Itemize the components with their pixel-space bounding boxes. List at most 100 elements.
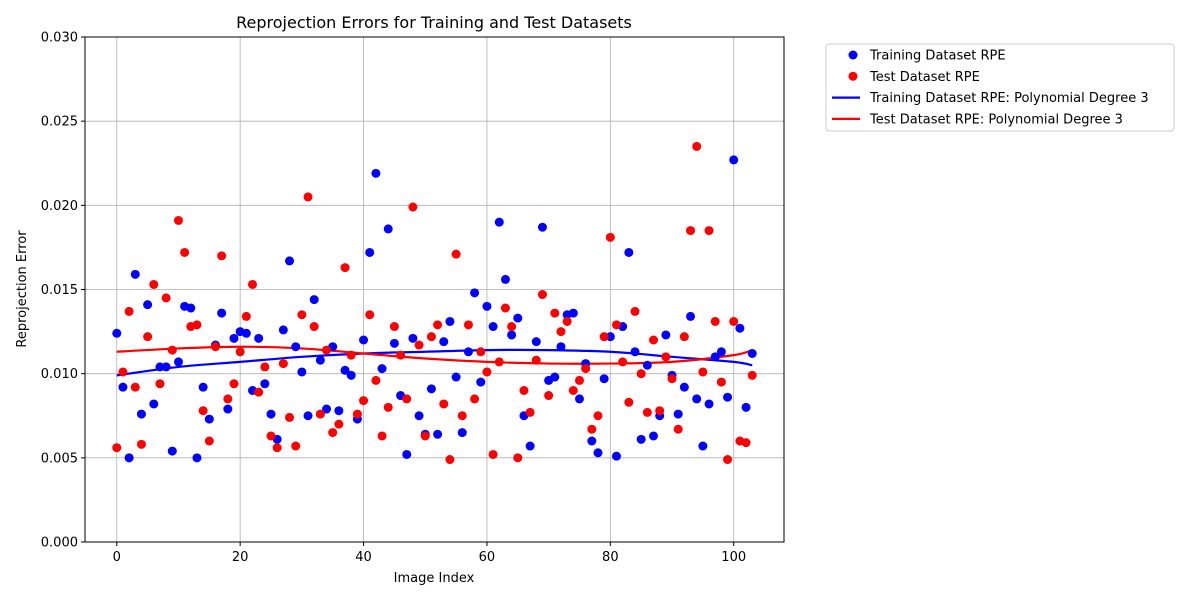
x-tick-label: 20: [232, 550, 249, 565]
training-point: [747, 348, 757, 358]
training-point: [167, 446, 177, 456]
training-point: [574, 394, 584, 404]
test-point: [198, 406, 208, 416]
test-point: [359, 396, 369, 406]
test-point: [346, 350, 356, 360]
test-point: [611, 320, 621, 330]
training-point: [537, 222, 547, 232]
test-point: [112, 443, 122, 453]
test-point: [309, 322, 319, 332]
training-point: [266, 409, 276, 419]
training-point: [457, 428, 467, 438]
training-point: [365, 247, 375, 257]
training-point: [611, 451, 621, 461]
test-point: [494, 357, 504, 367]
grid: [85, 36, 784, 543]
test-point: [439, 399, 449, 409]
training-point: [605, 332, 615, 342]
training-point: [254, 333, 264, 343]
training-point: [204, 414, 214, 424]
training-point: [112, 328, 122, 338]
test-point: [254, 387, 264, 397]
training-point: [426, 384, 436, 394]
y-tick-label: 0.010: [41, 367, 78, 382]
training-point: [315, 355, 325, 365]
training-point: [124, 453, 134, 463]
training-point: [445, 316, 455, 326]
test-point: [192, 320, 202, 330]
legend-label: Training Dataset RPE: [869, 49, 1006, 64]
test-point: [513, 453, 523, 463]
test-point: [389, 322, 399, 332]
x-tick-label: 80: [602, 550, 619, 565]
test-point: [698, 367, 708, 377]
training-point: [408, 333, 418, 343]
training-point: [303, 411, 313, 421]
training-point: [550, 372, 560, 382]
test-point: [581, 364, 591, 374]
training-point: [531, 337, 541, 347]
test-point: [365, 310, 375, 320]
test-point: [624, 397, 634, 407]
training-point: [402, 449, 412, 459]
training-point: [476, 377, 486, 387]
polynomial-fit-line: [116, 345, 753, 365]
training-point: [340, 365, 350, 375]
training-point: [716, 347, 726, 357]
test-point: [303, 192, 313, 202]
legend: Training Dataset RPE Test Dataset RPE Trai…: [825, 43, 1175, 132]
test-point: [507, 322, 517, 332]
test-point: [352, 409, 362, 419]
training-point: [173, 357, 183, 367]
test-point: [599, 332, 609, 342]
training-point: [679, 382, 689, 392]
training-point: [414, 411, 424, 421]
training-point: [599, 374, 609, 384]
training-point: [377, 364, 387, 374]
training-point: [285, 256, 295, 266]
legend-marker-dot: [848, 50, 858, 60]
training-point: [241, 328, 251, 338]
training-point: [334, 406, 344, 416]
test-point: [340, 263, 350, 273]
test-point: [414, 340, 424, 350]
training-point: [359, 335, 369, 345]
training-point: [130, 269, 140, 279]
training-point: [229, 333, 239, 343]
test-point: [445, 455, 455, 465]
training-point: [525, 441, 535, 451]
training-point: [143, 300, 153, 310]
x-tick-label: 40: [355, 550, 372, 565]
legend-label: Test Dataset RPE: Polynomial Degree 3: [869, 112, 1123, 127]
training-point: [494, 217, 504, 227]
test-point: [124, 306, 134, 316]
x-tick-label: 60: [479, 550, 496, 565]
test-point: [118, 367, 128, 377]
test-point: [470, 394, 480, 404]
data-points: [112, 141, 757, 465]
training-point: [630, 347, 640, 357]
training-point: [439, 337, 449, 347]
training-point: [470, 288, 480, 298]
training-point: [642, 360, 652, 370]
test-point: [149, 279, 159, 289]
test-point: [636, 369, 646, 379]
test-point: [618, 357, 628, 367]
training-point: [260, 379, 270, 389]
test-point: [463, 320, 473, 330]
test-point: [710, 316, 720, 326]
test-point: [402, 394, 412, 404]
test-point: [204, 436, 214, 446]
test-point: [476, 347, 486, 357]
test-point: [272, 443, 282, 453]
test-point: [426, 332, 436, 342]
test-point: [260, 362, 270, 372]
training-point: [309, 295, 319, 305]
test-point: [704, 226, 714, 236]
training-point: [686, 311, 696, 321]
training-point: [673, 409, 683, 419]
training-point: [710, 352, 720, 362]
test-point: [223, 394, 233, 404]
training-point: [155, 362, 165, 372]
x-tick-label: 100: [721, 550, 746, 565]
